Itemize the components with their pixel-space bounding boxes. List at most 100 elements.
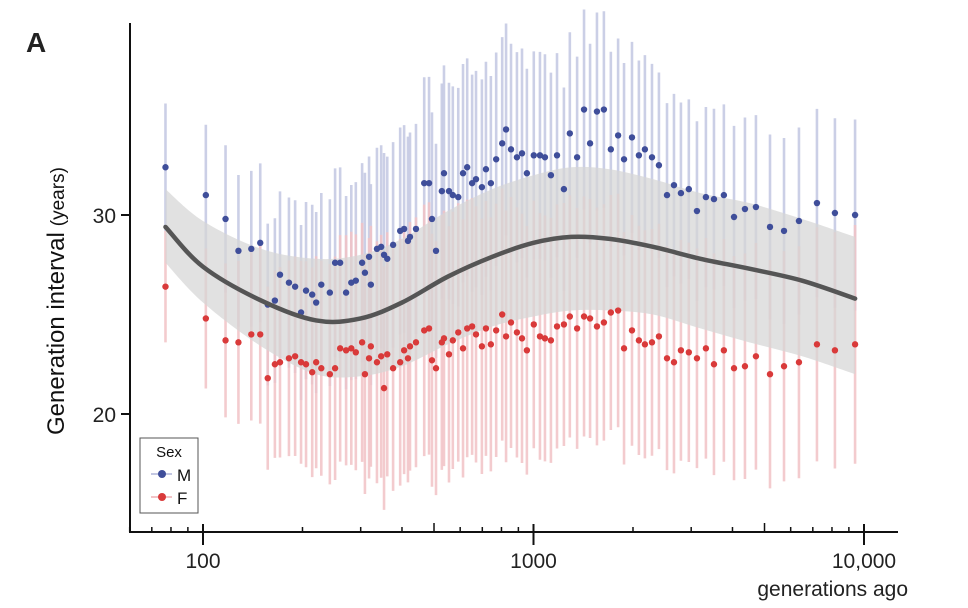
female-point: [851, 341, 859, 348]
female-point: [741, 363, 749, 370]
female-point: [677, 347, 685, 354]
female-point: [428, 357, 436, 364]
male-point: [741, 205, 749, 213]
female-point: [648, 339, 656, 346]
female-point: [291, 353, 299, 360]
male-point: [432, 247, 440, 255]
female-point: [513, 329, 521, 336]
male-point: [487, 179, 495, 187]
male-point: [851, 211, 859, 219]
male-point: [468, 179, 476, 187]
male-point: [523, 170, 531, 177]
female-point: [498, 311, 506, 318]
male-point: [248, 245, 255, 253]
male-point: [730, 213, 738, 221]
male-point: [507, 146, 515, 153]
male-point: [331, 259, 339, 266]
female-point: [780, 363, 788, 370]
male-point: [478, 183, 486, 191]
x-tick-label: 100: [185, 550, 220, 573]
female-point: [425, 325, 433, 332]
female-point: [523, 347, 531, 354]
male-point: [547, 172, 555, 179]
male-point: [620, 156, 628, 163]
x-axis-ticks: 100 1000 10,000: [128, 523, 896, 573]
female-point: [440, 335, 448, 342]
male-points: [162, 106, 859, 316]
female-point: [384, 351, 391, 358]
male-point: [342, 289, 350, 296]
female-point: [492, 327, 500, 334]
male-point: [222, 215, 229, 223]
male-point: [670, 181, 678, 189]
male-point: [358, 259, 366, 266]
male-point: [318, 281, 325, 288]
female-point: [730, 365, 738, 372]
female-point: [593, 323, 601, 330]
male-point: [752, 203, 760, 211]
legend-f-label: F: [177, 489, 187, 508]
female-point: [302, 361, 310, 368]
female-point: [432, 365, 440, 372]
female-point: [685, 349, 693, 356]
male-point: [400, 225, 408, 233]
male-point: [336, 259, 344, 266]
female-point: [264, 374, 271, 382]
male-point: [389, 241, 397, 249]
male-point: [693, 207, 701, 215]
female-point: [710, 361, 718, 368]
female-point: [352, 349, 360, 356]
male-point: [482, 166, 490, 173]
male-point: [498, 140, 506, 147]
female-point: [421, 327, 428, 334]
female-point: [580, 313, 588, 320]
male-point: [384, 255, 391, 262]
y-axis-title: Generation interval (years): [43, 167, 70, 435]
male-point: [628, 134, 636, 141]
male-point: [428, 215, 436, 223]
male-point: [326, 289, 334, 296]
female-point: [530, 321, 537, 328]
male-point: [312, 299, 320, 306]
male-point: [593, 108, 601, 115]
male-point: [513, 154, 521, 161]
female-point: [573, 325, 581, 332]
male-point: [455, 193, 462, 201]
female-point: [373, 359, 381, 366]
male-point: [795, 217, 803, 225]
female-point: [586, 315, 594, 322]
female-point: [406, 343, 414, 350]
female-point: [257, 331, 264, 338]
female-point: [663, 355, 671, 362]
male-point: [677, 189, 685, 197]
male-point: [235, 247, 242, 255]
female-point: [377, 353, 385, 360]
female-point: [693, 355, 701, 362]
male-point: [663, 191, 671, 199]
legend: Sex M F: [139, 437, 199, 514]
male-point: [566, 130, 574, 137]
y-axis-title-main: Generation interval: [43, 232, 70, 435]
male-point: [536, 152, 544, 159]
male-point: [586, 140, 594, 147]
female-point: [502, 333, 510, 340]
male-point: [291, 283, 299, 290]
female-point: [449, 337, 457, 344]
male-point: [459, 170, 467, 177]
y-tick-label: 30: [93, 205, 116, 228]
female-point: [389, 365, 397, 372]
male-point: [449, 191, 457, 199]
male-point: [202, 191, 210, 199]
male-point: [445, 187, 453, 195]
female-point: [507, 319, 515, 326]
legend-m-dot: [158, 470, 166, 478]
female-point: [468, 323, 476, 330]
female-point: [831, 347, 839, 354]
male-point: [831, 209, 839, 217]
female-point: [655, 333, 663, 340]
female-point: [404, 355, 412, 362]
female-point: [276, 359, 284, 366]
female-point: [380, 384, 388, 392]
female-point: [248, 331, 255, 338]
female-point: [326, 371, 334, 378]
